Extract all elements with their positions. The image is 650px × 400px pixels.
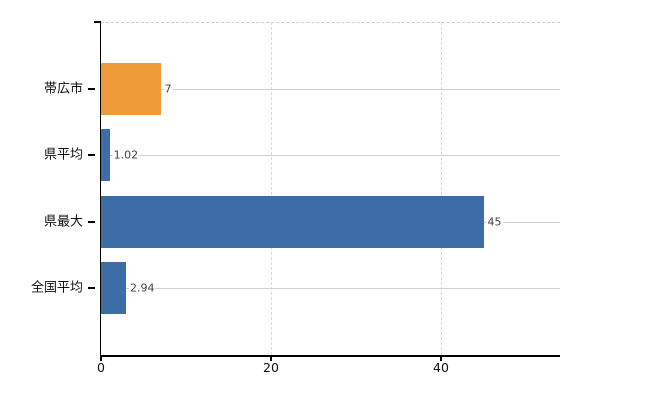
category-gridline: [101, 88, 560, 90]
category-label: 帯広市: [43, 81, 83, 97]
category-gridline: [101, 155, 560, 157]
x-axis: [99, 355, 560, 357]
x-gridline: [271, 22, 272, 355]
bar-value-label: 1.02: [112, 148, 140, 162]
category-label: 県平均: [43, 147, 83, 163]
plot-top-border: [101, 22, 560, 23]
category-label: 全国平均: [30, 280, 83, 296]
x-tick-label: 0: [97, 360, 105, 375]
y-axis: [99, 21, 101, 357]
y-axis-tick: [88, 154, 95, 157]
bar-value-label: 7: [163, 82, 173, 96]
x-tick-label: 40: [433, 360, 449, 375]
x-gridline: [441, 22, 442, 355]
bar: [101, 62, 161, 115]
bar: [101, 195, 484, 248]
y-axis-tick: [88, 87, 95, 90]
bar: [101, 129, 110, 182]
x-axis-tick: [100, 356, 102, 361]
bar: [101, 262, 126, 315]
category-gridline: [101, 288, 560, 290]
y-axis-tick: [88, 220, 95, 223]
y-axis-top-tick: [94, 21, 100, 23]
x-axis-tick: [440, 356, 442, 361]
category-label: 県最大: [43, 214, 83, 230]
x-tick-label: 20: [263, 360, 279, 375]
x-axis-tick: [270, 356, 272, 361]
bar-value-label: 2.94: [128, 281, 156, 295]
bar-value-label: 45: [486, 215, 503, 229]
y-axis-tick: [88, 287, 95, 290]
